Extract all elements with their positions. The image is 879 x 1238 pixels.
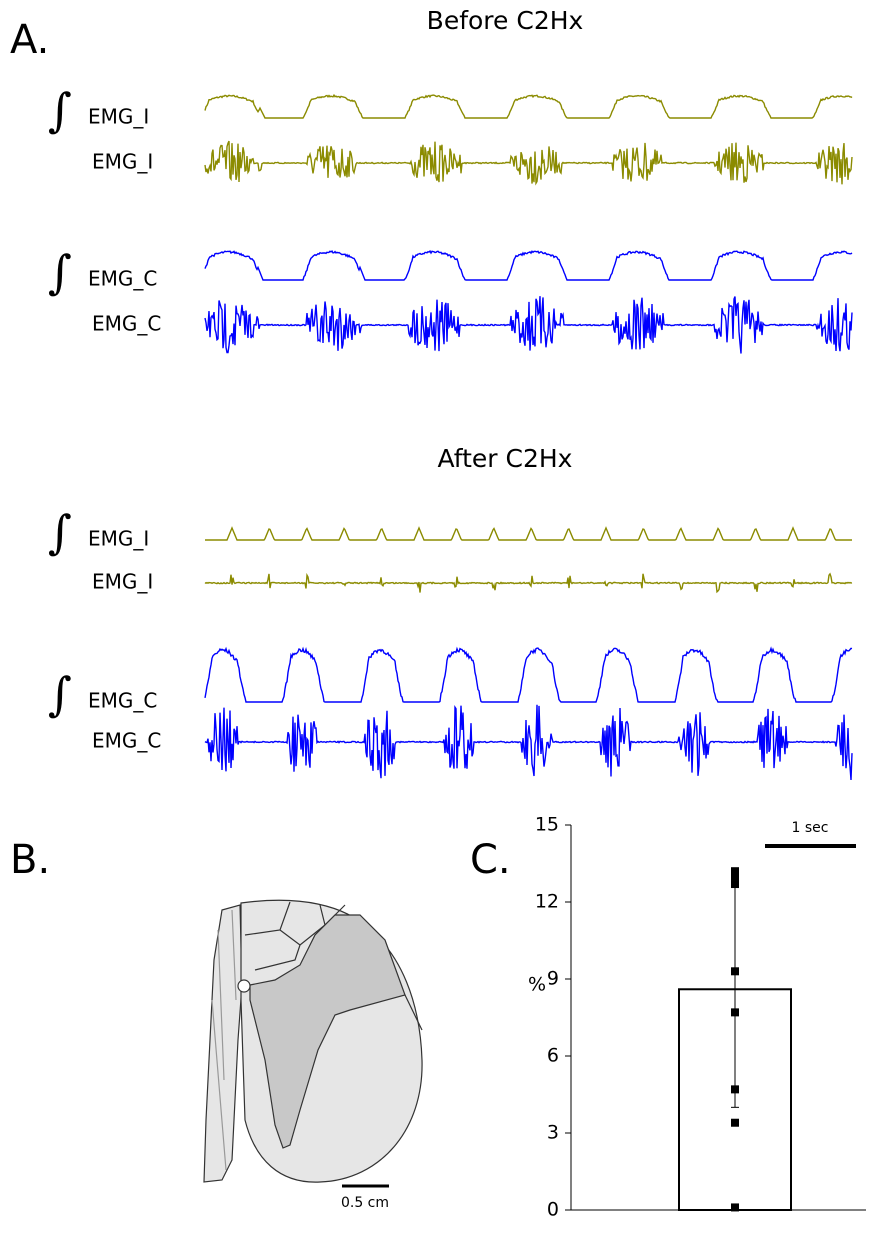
trace-label: EMG_C <box>88 267 157 291</box>
y-tick-label: 0 <box>547 1199 559 1221</box>
section-title: After C2Hx <box>438 444 573 473</box>
integral-symbol: ∫ <box>48 245 72 299</box>
trace-label: EMG_I <box>88 105 149 129</box>
data-point <box>731 880 739 889</box>
signal-trace <box>204 646 853 703</box>
spinal-cord-diagram <box>203 899 423 1183</box>
traces: Before C2Hx ∫ EMG_I EMG_I ∫ EMG_C EMG_C After C… <box>48 6 853 781</box>
integral-symbol: ∫ <box>48 83 72 137</box>
signal-trace <box>204 93 853 119</box>
y-tick-label: 9 <box>547 968 559 990</box>
trace-label: EMG_I <box>92 150 153 174</box>
trace-label: EMG_I <box>92 570 153 594</box>
signal-trace <box>204 704 853 781</box>
signal-trace <box>205 526 852 541</box>
signal-trace <box>204 140 853 186</box>
trace-label: EMG_C <box>92 729 161 753</box>
white-matter-tracts <box>244 901 346 971</box>
bar-chart: 0 3 6 9 12 15% <box>528 814 866 1221</box>
gray-matter <box>249 914 406 1149</box>
scale-bar-label: 1 sec <box>792 820 829 836</box>
panel-label: C. <box>470 837 511 883</box>
trace-label: EMG_C <box>88 689 157 713</box>
signal-trace <box>204 249 853 281</box>
data-point <box>731 1008 739 1017</box>
lesion-site <box>237 979 251 993</box>
data-point <box>731 967 739 976</box>
tract-border <box>404 994 423 1031</box>
y-tick-label: 6 <box>547 1045 559 1067</box>
y-axis-label: % <box>528 974 546 996</box>
panel-label: B. <box>10 837 50 883</box>
signal-trace <box>204 572 853 594</box>
root-fibers <box>211 909 237 1171</box>
y-tick-label: 3 <box>547 1122 559 1144</box>
data-point <box>731 1085 739 1094</box>
data-point <box>731 1203 739 1212</box>
y-tick-label: 12 <box>535 891 559 913</box>
y-tick-label: 15 <box>535 814 559 836</box>
trace-label: EMG_I <box>88 527 149 551</box>
section-title: Before C2Hx <box>427 6 584 35</box>
data-point <box>731 1118 739 1127</box>
integral-symbol: ∫ <box>48 667 72 721</box>
signal-trace <box>204 296 853 354</box>
trace-label: EMG_C <box>92 312 161 336</box>
integral-symbol: ∫ <box>48 505 72 559</box>
data-point <box>731 872 739 881</box>
scale-bar-label: 0.5 cm <box>341 1195 389 1211</box>
data-point <box>731 867 739 876</box>
panel-label: A. <box>10 17 49 63</box>
